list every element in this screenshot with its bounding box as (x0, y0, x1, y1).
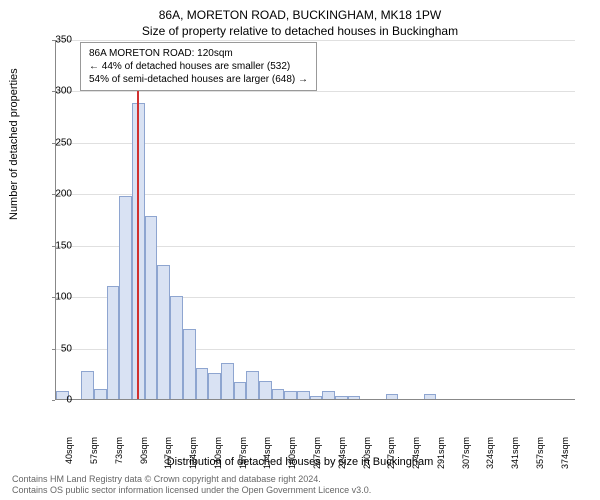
x-tick-label: 257sqm (386, 437, 396, 477)
x-tick-label: 224sqm (337, 437, 347, 477)
footer-attribution: Contains HM Land Registry data © Crown c… (12, 474, 371, 496)
x-tick-label: 40sqm (64, 437, 74, 477)
bar (81, 371, 94, 399)
x-tick-label: 107sqm (163, 437, 173, 477)
bar (348, 396, 361, 399)
bar (107, 286, 120, 399)
info-line-3: 54% of semi-detached houses are larger (… (89, 73, 308, 86)
bar (246, 371, 259, 399)
y-tick-mark (52, 40, 55, 41)
bar (272, 389, 285, 399)
x-tick-label: 190sqm (287, 437, 297, 477)
y-tick-mark (52, 194, 55, 195)
marker-line (137, 90, 139, 399)
bar (196, 368, 209, 399)
x-tick-label: 307sqm (461, 437, 471, 477)
x-tick-label: 90sqm (139, 437, 149, 477)
y-tick-mark (52, 143, 55, 144)
chart-container: 86A, MORETON ROAD, BUCKINGHAM, MK18 1PW … (0, 0, 600, 500)
plot-area (55, 40, 575, 400)
y-tick-mark (52, 400, 55, 401)
chart-subtitle: Size of property relative to detached ho… (0, 22, 600, 38)
gridline (56, 91, 575, 92)
info-box: 86A MORETON ROAD: 120sqm ← 44% of detach… (80, 42, 317, 91)
info-line-2: ← 44% of detached houses are smaller (53… (89, 60, 308, 73)
bar (335, 396, 348, 399)
footer-line-2: Contains OS public sector information li… (12, 485, 371, 496)
x-tick-label: 240sqm (362, 437, 372, 477)
y-tick-mark (52, 297, 55, 298)
gridline (56, 40, 575, 41)
x-tick-label: 324sqm (485, 437, 495, 477)
bar (322, 391, 335, 399)
x-tick-label: 274sqm (411, 437, 421, 477)
bar (145, 216, 158, 399)
bar (208, 373, 221, 399)
chart-title: 86A, MORETON ROAD, BUCKINGHAM, MK18 1PW (0, 0, 600, 22)
x-tick-label: 291sqm (436, 437, 446, 477)
y-tick-mark (52, 91, 55, 92)
y-tick-mark (52, 246, 55, 247)
x-tick-label: 124sqm (188, 437, 198, 477)
x-tick-label: 174sqm (262, 437, 272, 477)
bar (284, 391, 297, 399)
x-tick-label: 73sqm (114, 437, 124, 477)
bar (297, 391, 310, 399)
bar (310, 396, 323, 399)
y-tick-mark (52, 349, 55, 350)
x-tick-label: 140sqm (213, 437, 223, 477)
bar (157, 265, 170, 399)
bar (234, 382, 247, 399)
x-tick-label: 157sqm (238, 437, 248, 477)
x-tick-label: 341sqm (510, 437, 520, 477)
bar (94, 389, 107, 399)
x-tick-label: 57sqm (89, 437, 99, 477)
x-tick-label: 357sqm (535, 437, 545, 477)
bar (259, 381, 272, 400)
bar (119, 196, 132, 399)
bar (170, 296, 183, 399)
x-tick-label: 207sqm (312, 437, 322, 477)
bar (183, 329, 196, 399)
bar (424, 394, 437, 399)
bar (221, 363, 234, 399)
y-axis-label: Number of detached properties (8, 68, 20, 220)
x-tick-label: 374sqm (560, 437, 570, 477)
bar (386, 394, 399, 399)
info-line-1: 86A MORETON ROAD: 120sqm (89, 47, 308, 60)
